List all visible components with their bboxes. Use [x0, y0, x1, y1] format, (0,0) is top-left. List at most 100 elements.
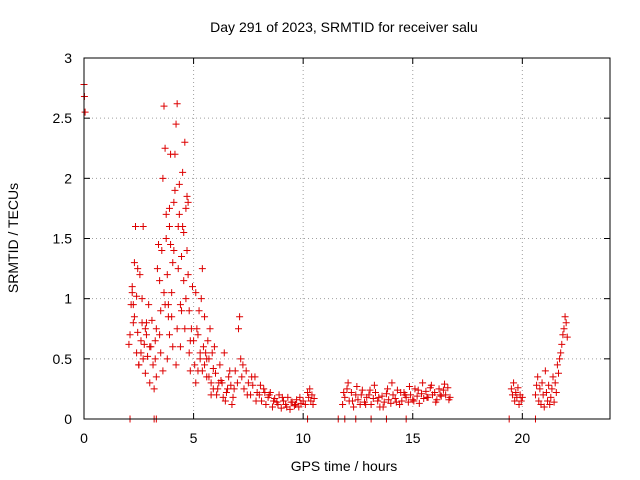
- data-point: [208, 349, 216, 357]
- data-point: [560, 325, 568, 333]
- data-point: [160, 289, 168, 297]
- data-point: [149, 361, 157, 369]
- data-point: [547, 393, 555, 401]
- data-point: [385, 396, 393, 404]
- data-point: [283, 403, 291, 411]
- data-point: [310, 395, 318, 403]
- data-point: [152, 373, 160, 381]
- data-point: [163, 355, 171, 363]
- data-point: [534, 373, 542, 381]
- data-point: [244, 379, 252, 387]
- data-point: [203, 355, 211, 363]
- data-point: [201, 361, 209, 369]
- data-point: [165, 331, 173, 339]
- x-tick-label: 0: [80, 430, 88, 446]
- data-point: [207, 379, 215, 387]
- data-point: [308, 391, 316, 399]
- data-point: [126, 331, 134, 339]
- y-tick-label: 0.5: [53, 351, 73, 367]
- data-point: [198, 265, 206, 273]
- data-point: [365, 391, 373, 399]
- data-point: [135, 361, 143, 369]
- data-point: [404, 398, 412, 406]
- data-point: [549, 373, 557, 381]
- data-point: [150, 385, 158, 393]
- data-point: [180, 277, 188, 285]
- data-point: [165, 222, 173, 230]
- data-point: [221, 397, 229, 405]
- data-point: [413, 392, 421, 400]
- data-point: [163, 271, 171, 279]
- data-point: [415, 399, 423, 407]
- data-point: [542, 389, 550, 397]
- data-point: [370, 381, 378, 389]
- data-point: [130, 313, 138, 321]
- data-point: [170, 198, 178, 206]
- data-point: [559, 331, 567, 339]
- data-point: [175, 180, 183, 188]
- data-point: [380, 398, 388, 406]
- data-point: [427, 381, 435, 389]
- data-point: [388, 379, 396, 387]
- data-point: [339, 401, 347, 409]
- data-point: [201, 313, 209, 321]
- data-point: [518, 393, 526, 401]
- data-point: [182, 204, 190, 212]
- data-point: [134, 328, 142, 336]
- data-point: [160, 102, 168, 110]
- data-point: [159, 367, 167, 375]
- data-point: [158, 247, 166, 255]
- data-point: [206, 325, 214, 333]
- data-point: [192, 379, 200, 387]
- data-point: [382, 390, 390, 398]
- data-point: [268, 403, 276, 411]
- data-point: [139, 355, 147, 363]
- data-point: [240, 385, 248, 393]
- data-point: [255, 391, 263, 399]
- data-point: [165, 204, 173, 212]
- data-point: [153, 265, 161, 273]
- data-point: [410, 397, 418, 405]
- data-point: [183, 192, 191, 200]
- data-point: [196, 349, 204, 357]
- data-point: [178, 307, 186, 315]
- data-point: [198, 367, 206, 375]
- data-point: [162, 210, 170, 218]
- data-point: [192, 289, 200, 297]
- x-axis-label: GPS time / hours: [291, 458, 398, 474]
- data-point: [170, 247, 178, 255]
- data-point: [343, 385, 351, 393]
- data-point: [225, 373, 233, 381]
- data-point: [353, 383, 361, 391]
- data-point: [341, 393, 349, 401]
- data-point: [304, 389, 312, 397]
- data-point: [125, 340, 133, 348]
- data-point: [171, 186, 179, 194]
- data-point: [554, 369, 562, 377]
- data-point: [517, 397, 525, 405]
- data-point: [420, 395, 428, 403]
- data-point: [340, 389, 348, 397]
- data-point: [169, 343, 177, 351]
- data-point: [401, 391, 409, 399]
- axis-ticks: 0 5 10 15 20 0 0.5 1 1.5 2 2.5 3: [53, 50, 610, 446]
- data-point: [301, 401, 309, 409]
- data-point: [309, 401, 317, 409]
- data-point: [182, 295, 190, 303]
- data-point: [371, 389, 379, 397]
- data-point: [398, 397, 406, 405]
- data-point: [214, 385, 222, 393]
- data-point: [132, 222, 140, 230]
- data-point: [238, 373, 246, 381]
- data-point: [137, 337, 145, 345]
- data-point: [219, 393, 227, 401]
- data-point: [179, 222, 187, 230]
- data-point: [538, 379, 546, 387]
- data-point: [141, 325, 149, 333]
- grid-lines: [84, 58, 610, 419]
- data-point: [175, 210, 183, 218]
- data-point: [514, 384, 522, 392]
- data-point: [379, 403, 387, 411]
- data-point: [157, 349, 165, 357]
